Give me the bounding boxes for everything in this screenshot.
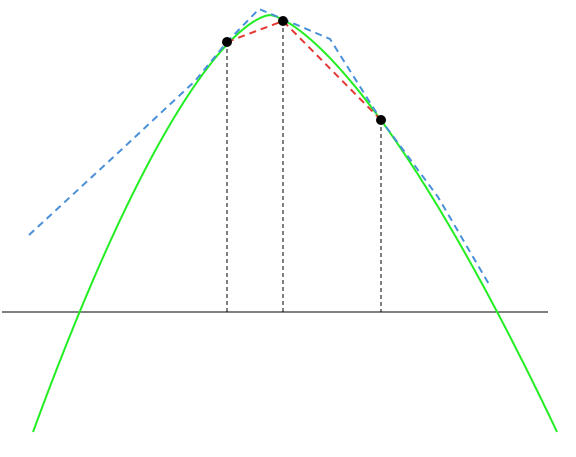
- sample-point-3: [376, 115, 386, 125]
- vertical-guides: [226, 21, 382, 312]
- sample-point-1: [222, 37, 232, 47]
- sample-points: [222, 16, 386, 125]
- dashed-secant-lines: [226, 19, 382, 121]
- dashed-parabola-fit: [28, 7, 491, 287]
- sample-point-2: [278, 16, 288, 26]
- function-curve: [32, 14, 558, 433]
